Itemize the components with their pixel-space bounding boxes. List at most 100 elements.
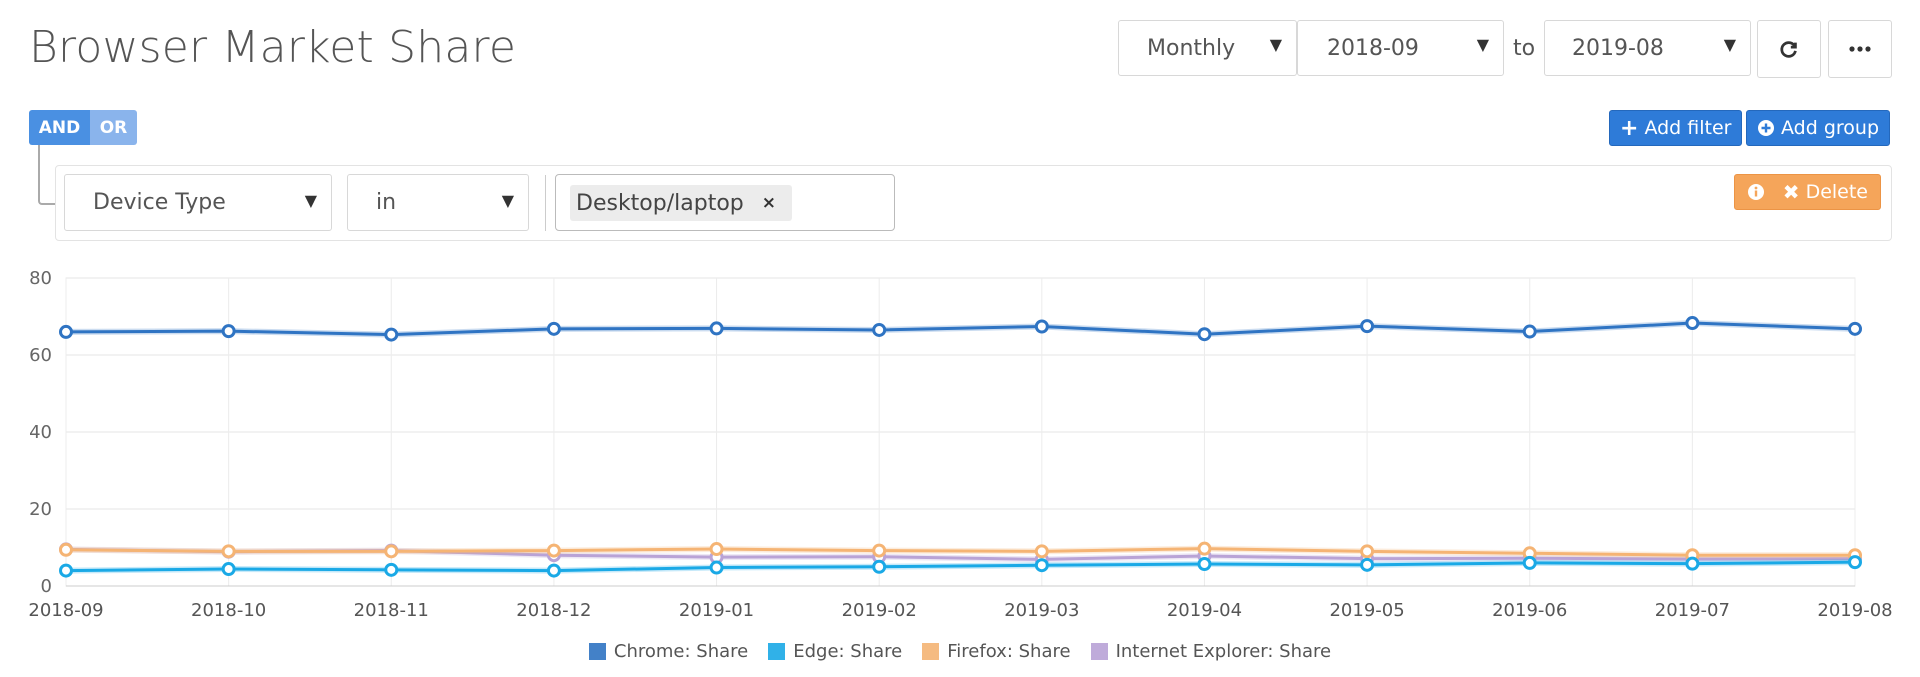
caret-down-icon: ▼: [304, 191, 317, 210]
x-tick-label: 2019-07: [1655, 600, 1730, 621]
caret-down-icon: ▼: [1476, 35, 1489, 54]
series-chrome-share: [59, 316, 1862, 342]
y-tick-label: 20: [29, 499, 52, 520]
data-point: [1034, 319, 1049, 334]
tag-remove-icon[interactable]: ×: [761, 193, 776, 213]
x-tick-label: 2019-02: [842, 600, 917, 621]
plus-icon: +: [1620, 115, 1639, 141]
data-point: [1197, 541, 1212, 556]
delete-rule-button[interactable]: ✖ Delete: [1734, 174, 1881, 210]
data-point: [1360, 544, 1375, 559]
operator-select-value: in: [376, 190, 397, 215]
interval-select-value: Monthly: [1147, 35, 1236, 61]
more-options-button[interactable]: [1828, 20, 1892, 78]
caret-down-icon: ▼: [1723, 35, 1736, 54]
caret-down-icon: ▼: [501, 191, 514, 210]
x-tick-label: 2019-05: [1329, 600, 1404, 621]
legend-swatch: [1090, 643, 1108, 660]
data-point: [1522, 324, 1537, 339]
data-point: [221, 324, 236, 339]
legend-label: Edge: Share: [793, 641, 903, 662]
delete-label: Delete: [1805, 181, 1868, 203]
field-select[interactable]: Device Type ▼: [64, 174, 332, 231]
series-edge-share: [59, 555, 1862, 578]
series-line: [65, 547, 1855, 557]
data-point: [384, 327, 399, 342]
x-tick-label: 2019-01: [679, 600, 754, 621]
logic-toggle: AND OR: [29, 110, 137, 145]
x-tick-label: 2019-03: [1004, 600, 1079, 621]
data-point: [59, 542, 73, 557]
refresh-icon: [1780, 41, 1797, 58]
data-point: [59, 324, 73, 339]
legend-swatch: [588, 643, 606, 660]
x-tick-label: 2019-08: [1817, 600, 1892, 621]
and-button[interactable]: AND: [29, 110, 90, 145]
data-point: [221, 562, 236, 577]
x-tick-label: 2019-06: [1492, 600, 1567, 621]
series-line: [65, 560, 1856, 573]
ellipsis-icon: [1849, 46, 1871, 52]
data-point: [1197, 327, 1212, 342]
from-date-value: 2018-09: [1327, 35, 1419, 61]
from-date-select[interactable]: 2018-09 ▼: [1297, 20, 1504, 76]
legend-label: Chrome: Share: [613, 641, 749, 662]
info-icon: [1748, 184, 1764, 200]
x-tick-label: 2018-11: [354, 600, 429, 621]
x-tick-label: 2018-12: [516, 600, 591, 621]
field-select-value: Device Type: [93, 190, 226, 215]
y-tick-label: 40: [29, 422, 52, 443]
legend-item[interactable]: Firefox: Share: [922, 641, 1071, 662]
data-point: [221, 544, 236, 559]
to-label: to: [1513, 36, 1536, 61]
data-point: [1848, 555, 1862, 570]
x-tick-label: 2018-10: [191, 600, 266, 621]
rule-connector: [38, 145, 57, 205]
legend-item[interactable]: Internet Explorer: Share: [1090, 641, 1332, 662]
plus-circle-icon: [1758, 120, 1774, 136]
x-tick-label: 2018-09: [28, 600, 103, 621]
add-filter-button[interactable]: + Add filter: [1609, 110, 1743, 146]
add-filter-label: Add filter: [1644, 117, 1732, 139]
add-group-button[interactable]: Add group: [1746, 110, 1891, 146]
or-button[interactable]: OR: [90, 110, 137, 145]
data-point: [872, 543, 887, 558]
legend-item[interactable]: Chrome: Share: [588, 641, 749, 662]
data-point: [384, 562, 399, 577]
legend-label: Firefox: Share: [947, 641, 1071, 662]
y-tick-label: 0: [41, 576, 52, 597]
data-point: [546, 321, 561, 336]
data-point: [59, 563, 73, 578]
data-point: [1034, 544, 1049, 559]
to-date-value: 2019-08: [1572, 35, 1664, 61]
data-point: [1685, 556, 1700, 571]
caret-down-icon: ▼: [1269, 35, 1282, 54]
data-point: [709, 321, 724, 336]
series-line: [65, 321, 1856, 337]
legend-label: Internet Explorer: Share: [1115, 641, 1332, 662]
divider: [545, 175, 546, 231]
data-point: [1848, 321, 1862, 336]
times-icon: ✖: [1782, 180, 1800, 204]
refresh-button[interactable]: [1757, 20, 1821, 78]
x-tick-label: 2019-04: [1167, 600, 1242, 621]
interval-select[interactable]: Monthly ▼: [1118, 20, 1297, 76]
series-firefox-share: [59, 541, 1862, 563]
data-point: [1360, 319, 1375, 334]
to-date-select[interactable]: 2019-08 ▼: [1544, 20, 1751, 76]
chart-legend: Chrome: Share Edge: Share Firefox: Share In…: [0, 641, 1920, 662]
data-point: [546, 563, 561, 578]
value-tag-input[interactable]: Desktop/laptop ×: [555, 174, 895, 231]
data-point: [384, 544, 399, 559]
data-point: [1522, 555, 1537, 570]
market-share-chart: 0 20 40 60 80 2018-09 2018-10 2018-11 2018-12 201…: [28, 268, 1892, 621]
data-point: [709, 542, 724, 557]
legend-item[interactable]: Edge: Share: [768, 641, 902, 662]
legend-swatch: [768, 643, 786, 660]
value-tag: Desktop/laptop ×: [570, 185, 792, 221]
legend-swatch: [922, 643, 940, 660]
add-group-label: Add group: [1781, 117, 1880, 139]
value-tag-label: Desktop/laptop: [576, 190, 744, 216]
data-point: [872, 322, 887, 337]
operator-select[interactable]: in ▼: [347, 174, 529, 231]
